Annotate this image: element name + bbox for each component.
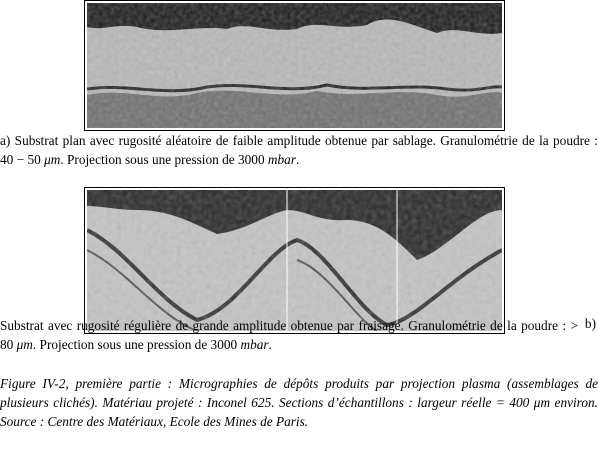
caption-text: a) Substrat plan avec rugosité aléatoire… [0,133,598,167]
caption-unit: μm [16,337,33,352]
micrograph-a-image [87,3,502,128]
figure-label: b) [584,316,596,331]
caption-unit: μm [44,152,61,167]
micrograph-b [84,187,505,334]
caption-a: a) Substrat plan avec rugosité aléatoire… [0,131,598,169]
micrograph-a [84,0,505,131]
caption-text: . [296,152,300,167]
caption-unit: mbar [267,152,296,167]
caption-b: Substrat avec rugosité régulière de gran… [0,316,578,354]
micrograph-b-image [87,190,502,331]
figure-note: Figure IV-2, première partie : Micrograp… [0,376,598,429]
caption-text: Substrat avec rugosité régulière de gran… [0,318,578,352]
caption-text: . Projection sous une pression de 3000 [32,337,241,352]
caption-text: . [268,337,272,352]
caption-unit: mbar [240,337,269,352]
caption-text: . Projection sous une pression de 3000 [60,152,268,167]
